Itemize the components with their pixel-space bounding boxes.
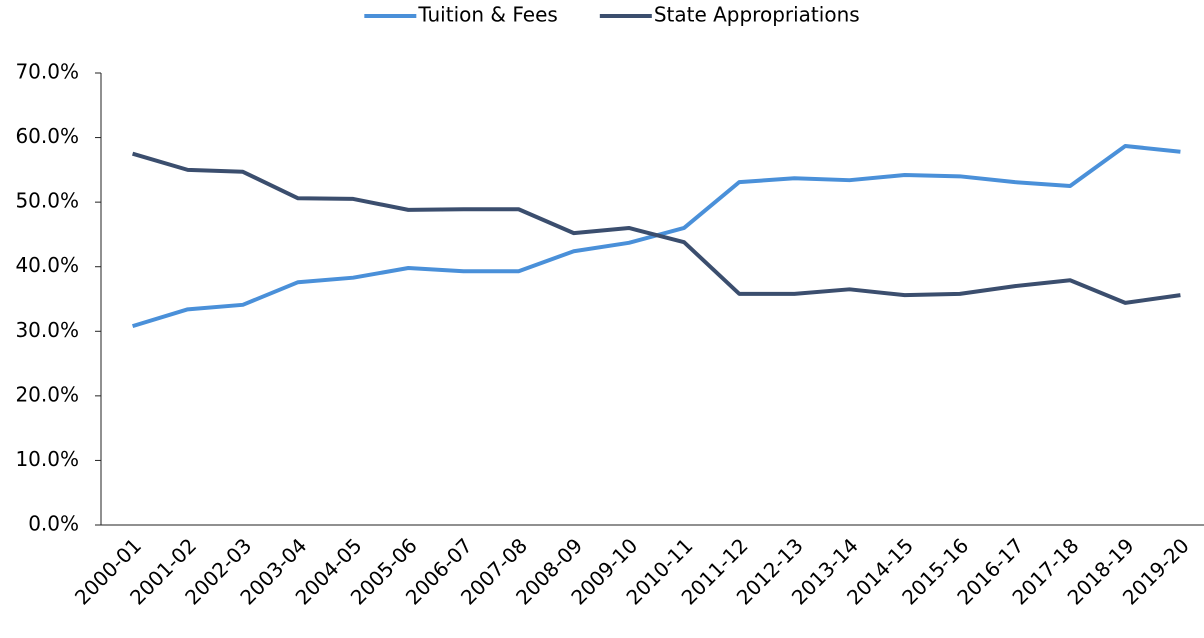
y-tick-label: 50.0% [15, 189, 79, 213]
y-tick-label: 40.0% [15, 253, 79, 277]
y-tick-label: 0.0% [28, 512, 79, 536]
y-tick-label: 10.0% [15, 447, 79, 471]
series-line [132, 151, 1181, 305]
y-tick-label: 70.0% [15, 60, 79, 84]
y-tick-label: 60.0% [15, 124, 79, 148]
legend-label: Tuition & Fees [417, 3, 557, 27]
legend-label: State Appropriations [654, 3, 860, 27]
y-tick-label: 20.0% [15, 382, 79, 406]
y-tick-label: 30.0% [15, 318, 79, 342]
